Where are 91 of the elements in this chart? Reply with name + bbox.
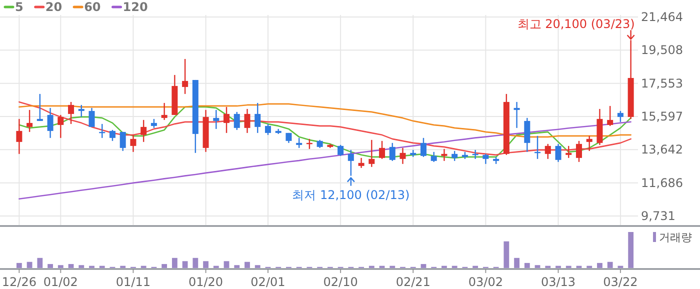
- candlestick: [120, 131, 126, 152]
- bar: [37, 258, 43, 268]
- candlestick: [420, 137, 426, 158]
- candlestick: [348, 149, 354, 176]
- bar: [234, 265, 240, 268]
- candlestick: [254, 102, 261, 134]
- candlestick: [566, 145, 572, 159]
- candlestick: [596, 108, 603, 146]
- bar: [78, 265, 84, 268]
- candlestick: [586, 135, 592, 152]
- bar: [504, 241, 510, 268]
- bar: [254, 265, 260, 268]
- candlestick: [213, 109, 220, 130]
- x-tick-label: 03/02: [468, 275, 503, 289]
- bar: [224, 261, 230, 268]
- bar: [534, 265, 540, 268]
- bar: [26, 262, 32, 268]
- candlestick: [130, 134, 136, 153]
- bar: [597, 262, 602, 268]
- y-tick-label: 15,597: [641, 110, 683, 124]
- y-tick-label: 13,642: [641, 142, 683, 157]
- candlestick: [617, 110, 624, 123]
- x-tick-label: 01/11: [116, 275, 151, 289]
- annotation: 최저 12,100 (02/13): [292, 188, 410, 202]
- candlestick: [244, 108, 250, 134]
- candlestick: [441, 148, 448, 162]
- x-tick-label: 03/22: [603, 275, 638, 289]
- candlestick: [26, 109, 33, 133]
- candlestick: [358, 157, 364, 169]
- y-tick-label: 9,731: [641, 208, 676, 223]
- candlestick: [514, 101, 520, 129]
- legend-label: 120: [122, 0, 148, 14]
- candlestick: [47, 107, 54, 139]
- candlestick: [182, 58, 188, 95]
- candlestick: [607, 105, 614, 127]
- bar: [524, 262, 530, 268]
- x-tick-label: 02/10: [323, 275, 358, 289]
- candlestick: [555, 143, 562, 163]
- legend-label: 거래량: [659, 231, 692, 244]
- candlestick: [430, 151, 437, 163]
- x-tick-label: 01/02: [43, 275, 78, 289]
- y-tick-label: 21,464: [641, 10, 683, 24]
- bar: [58, 265, 64, 268]
- candlestick: [161, 102, 168, 121]
- candlestick: [452, 150, 458, 162]
- candlestick: [296, 137, 302, 149]
- candlestick: [338, 144, 344, 157]
- bar: [628, 232, 634, 268]
- bar: [68, 264, 74, 268]
- candlestick: [234, 111, 240, 131]
- candlestick: [88, 107, 95, 128]
- bar: [162, 264, 168, 268]
- candlestick: [140, 119, 147, 143]
- candlestick: [68, 101, 74, 125]
- bar: [192, 258, 198, 268]
- x-tick-label: 12/26: [2, 275, 36, 289]
- candlestick: [264, 123, 271, 136]
- candlestick: [524, 117, 530, 153]
- x-tick-label: 02/01: [250, 275, 286, 289]
- bar: [244, 262, 250, 268]
- x-tick-label: 02/21: [396, 275, 430, 289]
- candlestick: [16, 118, 22, 155]
- legend-label: 20: [45, 0, 62, 14]
- y-tick-label: 11,686: [641, 176, 683, 190]
- annotation: 최고 20,100 (03/23): [517, 17, 635, 32]
- candlestick: [544, 143, 551, 160]
- bar: [182, 261, 188, 268]
- y-tick-label: 19,508: [641, 43, 683, 58]
- candlestick: [389, 142, 396, 162]
- x-tick-label: 03/13: [540, 275, 576, 289]
- bar: [420, 264, 426, 268]
- candlestick: [379, 140, 386, 160]
- y-tick-label: 17,553: [641, 76, 683, 90]
- candlestick: [482, 153, 489, 165]
- x-tick-label: 01/20: [188, 275, 224, 289]
- candlestick: [368, 139, 375, 168]
- candlestick: [78, 104, 84, 118]
- bar: [48, 264, 53, 268]
- legend-label: 5: [15, 0, 24, 14]
- candlestick: [58, 114, 64, 139]
- bar: [172, 258, 178, 268]
- candlestick: [576, 140, 582, 163]
- candlestick: [400, 147, 406, 165]
- candlestick: [109, 129, 116, 142]
- bar: [16, 262, 22, 268]
- bar: [514, 258, 520, 268]
- bar: [607, 262, 613, 268]
- legend-label: 60: [84, 0, 101, 14]
- candlestick: [224, 106, 230, 134]
- bar: [203, 261, 208, 268]
- candlestick: [36, 93, 43, 122]
